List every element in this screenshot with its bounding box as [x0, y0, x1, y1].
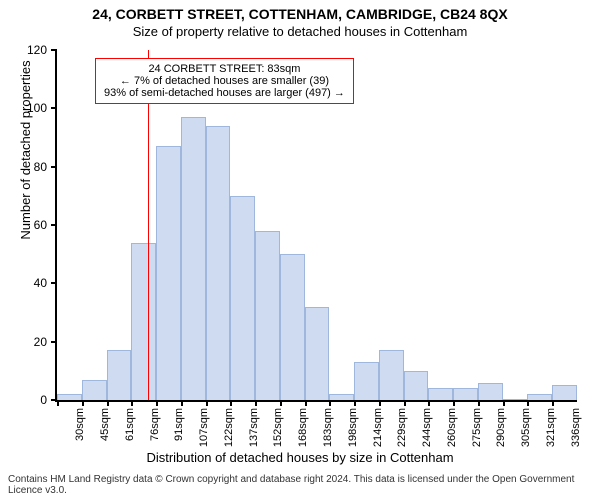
- x-tick-label: 76sqm: [149, 406, 161, 441]
- histogram-bar: [453, 388, 478, 400]
- x-tick: [131, 400, 133, 406]
- x-tick-label: 229sqm: [396, 406, 408, 447]
- x-tick-label: 336sqm: [570, 406, 582, 447]
- histogram-bar: [82, 380, 107, 400]
- histogram-bar: [428, 388, 453, 400]
- page-subtitle: Size of property relative to detached ho…: [0, 24, 600, 39]
- x-tick: [453, 400, 455, 406]
- histogram-bar: [57, 394, 82, 400]
- y-tick-label: 0: [40, 393, 57, 407]
- histogram-bar: [329, 394, 354, 400]
- histogram-bar: [354, 362, 379, 400]
- histogram-bar: [206, 126, 231, 400]
- x-tick: [354, 400, 356, 406]
- x-tick: [552, 400, 554, 406]
- chart-plot-area: 02040608010012030sqm45sqm61sqm76sqm91sqm…: [55, 50, 577, 402]
- histogram-bar: [255, 231, 280, 400]
- callout-line: 24 CORBETT STREET: 83sqm: [104, 63, 345, 75]
- x-tick: [503, 400, 505, 406]
- histogram-bar: [305, 307, 330, 400]
- x-tick-label: 168sqm: [297, 406, 309, 447]
- x-tick-label: 45sqm: [99, 406, 111, 441]
- footer-attribution: Contains HM Land Registry data © Crown c…: [8, 474, 600, 496]
- x-tick-label: 137sqm: [248, 406, 260, 447]
- x-tick-label: 244sqm: [421, 406, 433, 447]
- histogram-bar: [280, 254, 305, 400]
- x-tick-label: 214sqm: [372, 406, 384, 447]
- histogram-bar: [379, 350, 404, 400]
- y-tick-label: 40: [34, 276, 57, 290]
- x-tick-label: 107sqm: [198, 406, 210, 447]
- histogram-bar: [478, 383, 503, 401]
- y-tick-label: 100: [27, 101, 57, 115]
- x-tick: [428, 400, 430, 406]
- x-tick: [527, 400, 529, 406]
- callout-line: ← 7% of detached houses are smaller (39): [104, 75, 345, 87]
- property-callout: 24 CORBETT STREET: 83sqm← 7% of detached…: [95, 58, 354, 104]
- x-tick: [255, 400, 257, 406]
- x-tick: [230, 400, 232, 406]
- y-tick-label: 60: [34, 218, 57, 232]
- x-tick: [181, 400, 183, 406]
- x-tick-label: 152sqm: [272, 406, 284, 447]
- x-tick: [478, 400, 480, 406]
- x-tick: [280, 400, 282, 406]
- x-tick-label: 321sqm: [545, 406, 557, 447]
- x-tick-label: 290sqm: [495, 406, 507, 447]
- x-tick: [404, 400, 406, 406]
- histogram-bar: [230, 196, 255, 400]
- x-tick-label: 260sqm: [446, 406, 458, 447]
- x-axis-label: Distribution of detached houses by size …: [0, 450, 600, 465]
- x-tick: [329, 400, 331, 406]
- histogram-bar: [503, 399, 528, 400]
- x-tick-label: 183sqm: [322, 406, 334, 447]
- x-tick-label: 305sqm: [520, 406, 532, 447]
- histogram-bar: [527, 394, 552, 400]
- callout-line: 93% of semi-detached houses are larger (…: [104, 87, 345, 99]
- histogram-bar: [156, 146, 181, 400]
- histogram-bar: [404, 371, 429, 400]
- x-tick-label: 30sqm: [74, 406, 86, 441]
- y-tick-label: 20: [34, 335, 57, 349]
- x-tick-label: 61sqm: [124, 406, 136, 441]
- x-tick: [82, 400, 84, 406]
- histogram-bar: [131, 243, 156, 401]
- histogram-bar: [181, 117, 206, 400]
- histogram-bar: [552, 385, 577, 400]
- y-tick-label: 80: [34, 160, 57, 174]
- x-tick-label: 122sqm: [223, 406, 235, 447]
- histogram-bar: [107, 350, 132, 400]
- page-title: 24, CORBETT STREET, COTTENHAM, CAMBRIDGE…: [0, 6, 600, 22]
- x-tick-label: 91sqm: [173, 406, 185, 441]
- x-tick: [107, 400, 109, 406]
- x-tick: [57, 400, 59, 406]
- y-tick-label: 120: [27, 43, 57, 57]
- x-tick-label: 275sqm: [471, 406, 483, 447]
- x-tick: [305, 400, 307, 406]
- x-tick-label: 198sqm: [347, 406, 359, 447]
- x-tick: [206, 400, 208, 406]
- x-tick: [379, 400, 381, 406]
- x-tick: [156, 400, 158, 406]
